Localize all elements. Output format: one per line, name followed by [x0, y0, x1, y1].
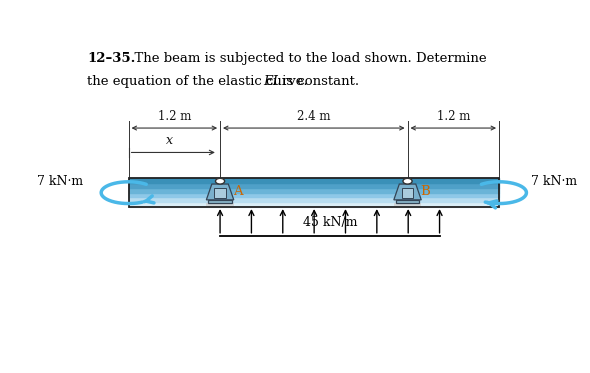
Text: 7 kN·m: 7 kN·m [531, 175, 577, 188]
Text: 45 kN/m: 45 kN/m [303, 216, 357, 229]
Bar [129, 178, 499, 207]
Text: B: B [420, 185, 430, 198]
Bar [402, 188, 414, 198]
Text: is constant.: is constant. [278, 75, 359, 88]
Bar [394, 203, 421, 206]
Text: The beam is subjected to the load shown. Determine: The beam is subjected to the load shown.… [126, 52, 487, 65]
Text: the equation of the elastic curve.: the equation of the elastic curve. [87, 75, 313, 88]
Bar [129, 183, 499, 188]
Text: 2.4 m: 2.4 m [297, 110, 330, 123]
Text: x: x [166, 134, 173, 147]
Bar [129, 188, 499, 193]
Bar [208, 200, 232, 203]
Bar [129, 202, 499, 207]
Circle shape [403, 178, 412, 184]
Text: A: A [233, 185, 242, 198]
Text: 7 kN·m: 7 kN·m [37, 175, 83, 188]
Polygon shape [394, 184, 421, 200]
Circle shape [215, 178, 225, 184]
Text: 1.2 m: 1.2 m [158, 110, 191, 123]
Text: 12–35.: 12–35. [87, 52, 136, 65]
Polygon shape [206, 184, 234, 200]
Bar [129, 193, 499, 197]
Text: EI: EI [264, 75, 278, 88]
Bar [129, 197, 499, 202]
Text: 1.2 m: 1.2 m [437, 110, 470, 123]
Bar [206, 203, 234, 206]
Bar [214, 188, 226, 198]
Bar [129, 178, 499, 183]
Bar [396, 200, 419, 203]
